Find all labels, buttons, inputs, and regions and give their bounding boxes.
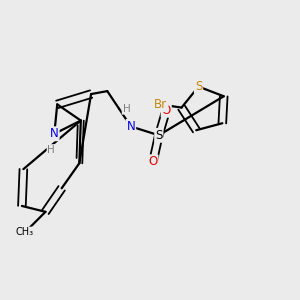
- Text: O: O: [148, 155, 158, 168]
- Text: S: S: [195, 80, 202, 93]
- Text: O: O: [162, 104, 171, 117]
- Text: H: H: [47, 145, 55, 155]
- Text: Br: Br: [154, 98, 167, 111]
- Text: S: S: [155, 129, 163, 142]
- Text: N: N: [50, 127, 59, 140]
- Text: H: H: [123, 104, 130, 114]
- Text: N: N: [127, 120, 135, 133]
- Text: CH₃: CH₃: [16, 227, 34, 237]
